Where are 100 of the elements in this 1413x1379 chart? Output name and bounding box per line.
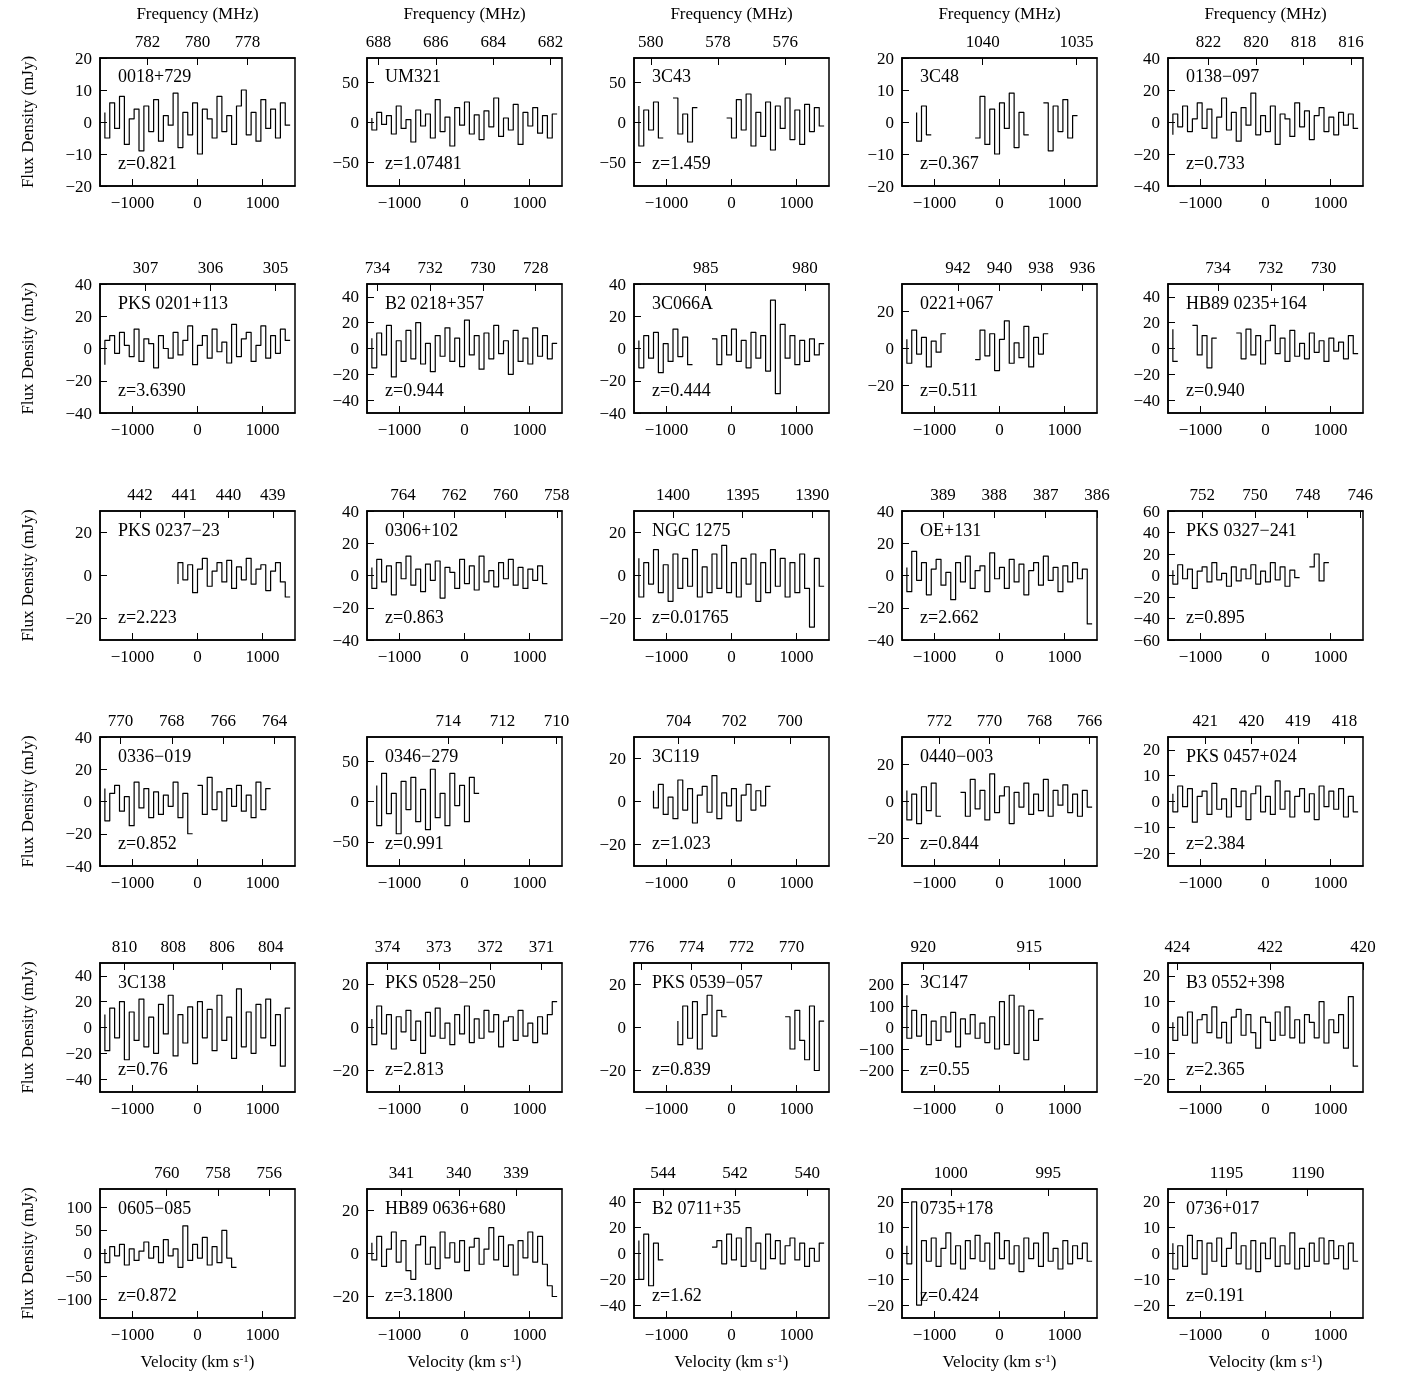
y-tick-label: 20 <box>877 533 894 553</box>
y-tick-label: −20 <box>1133 364 1160 384</box>
y-tick-label: −20 <box>867 375 894 395</box>
y-tick-label: 0 <box>350 112 359 132</box>
x-tick-label: −1000 <box>912 647 957 666</box>
x2-tick-label: 307 <box>132 258 159 277</box>
annotation: 0138−097 <box>1186 66 1260 86</box>
y-tick-label: 20 <box>609 749 626 768</box>
y-tick-label: 10 <box>75 80 92 100</box>
x-tick-label: 0 <box>995 647 1004 666</box>
annotation: 0346−279 <box>385 746 459 766</box>
annotation: OE+131 <box>920 520 982 540</box>
x2-tick-label: 1390 <box>795 485 830 504</box>
y-tick-label: 0 <box>83 339 92 358</box>
x2-tick-label: 808 <box>160 937 186 956</box>
x-tick-label: 1000 <box>1313 873 1348 892</box>
annotation: 0306+102 <box>385 520 459 540</box>
y-tick-label: 0 <box>350 339 359 358</box>
x-tick-label: 0 <box>1261 873 1270 892</box>
y-tick-label: −20 <box>65 1043 92 1063</box>
x-tick-label: 0 <box>995 1325 1004 1344</box>
x2-tick-label: 748 <box>1294 485 1321 504</box>
x2-tick-label: 730 <box>1310 258 1337 277</box>
x2-tick-label: 752 <box>1189 485 1216 504</box>
x-tick-label: −1000 <box>377 1325 422 1344</box>
x2-tick-label: 422 <box>1257 937 1283 956</box>
x2-tick-label: 764 <box>390 485 417 504</box>
y-tick-label: 0 <box>1151 792 1160 811</box>
annotation: z=0.76 <box>118 1059 168 1079</box>
x-tick-label: 1000 <box>1047 193 1082 212</box>
y-tick-label: −20 <box>867 598 894 618</box>
x2-tick-label: 776 <box>628 937 655 956</box>
y-tick-label: 100 <box>66 1197 92 1217</box>
y-tick-label: 20 <box>609 306 626 326</box>
y-tick-label: −20 <box>332 598 359 618</box>
x2-tick-label: 728 <box>522 258 549 277</box>
y-tick-label: 20 <box>342 313 359 333</box>
y-tick-label: −40 <box>65 856 92 876</box>
y-tick-label: 0 <box>1151 339 1160 358</box>
y-tick-label: −20 <box>599 1061 626 1080</box>
annotation: 3C066A <box>652 293 714 313</box>
y-tick-label: −20 <box>1133 843 1160 863</box>
x2-tick-label: 758 <box>205 1163 231 1182</box>
y-tick-label: 40 <box>75 966 92 986</box>
x2-tick-label: 762 <box>441 485 467 504</box>
y-tick-label: 10 <box>1143 992 1160 1012</box>
x-tick-label: 0 <box>193 193 202 212</box>
y-tick-label: 0 <box>1151 1018 1160 1037</box>
x2-tick-label: 940 <box>986 258 1013 277</box>
x2-tick-label: 305 <box>262 258 289 277</box>
annotation: z=2.384 <box>1186 833 1245 853</box>
x2-tick-label: 712 <box>489 711 516 730</box>
x-tick-label: −1000 <box>377 647 422 666</box>
y-tick-label: 10 <box>1143 1218 1160 1238</box>
y-tick-label: −40 <box>1133 176 1160 196</box>
annotation: z=2.662 <box>920 607 979 627</box>
annotation: z=0.55 <box>920 1059 970 1079</box>
y-tick-label: −40 <box>1133 609 1160 628</box>
x-tick-label: 1000 <box>1313 647 1348 666</box>
y-tick-label: −40 <box>599 1295 626 1315</box>
x2-tick-label: 768 <box>1026 711 1053 730</box>
y-tick-label: 0 <box>1151 112 1160 132</box>
x-tick-label: 1000 <box>1047 420 1082 439</box>
x-tick-label: −1000 <box>644 420 689 439</box>
y-tick-label: −20 <box>332 364 359 384</box>
x2-tick-label: 700 <box>777 711 803 730</box>
x2-tick-label: 766 <box>210 711 236 730</box>
y-tick-label: −20 <box>867 176 894 196</box>
y-tick-label: 0 <box>885 339 894 358</box>
y-tick-label: −10 <box>1133 817 1160 837</box>
y-tick-label: 20 <box>75 306 92 326</box>
y-tick-label: 0 <box>350 792 359 811</box>
y-tick-label: 50 <box>75 1220 92 1240</box>
x2-tick-label: 734 <box>1205 258 1232 277</box>
x2-tick-label: 542 <box>722 1163 748 1182</box>
annotation: z=0.367 <box>920 153 979 173</box>
x2-tick-label: 544 <box>650 1163 677 1182</box>
x2-tick-label: 820 <box>1243 32 1269 51</box>
x2-tick-label: 822 <box>1195 32 1222 51</box>
x2-tick-label: 772 <box>926 711 953 730</box>
x2-tick-label: 419 <box>1285 711 1311 730</box>
y-tick-label: 0 <box>885 792 894 811</box>
y-tick-label: 0 <box>617 792 626 811</box>
y-tick-label: 0 <box>617 1018 626 1037</box>
y-tick-label: 0 <box>885 1018 894 1037</box>
x2-axis-title: Frequency (MHz) <box>403 4 526 23</box>
y-tick-label: −20 <box>65 371 92 391</box>
annotation: PKS 0237−23 <box>118 520 220 540</box>
y-tick-label: 100 <box>868 996 894 1016</box>
y-tick-label: 20 <box>609 523 626 542</box>
x-tick-label: 1000 <box>1313 1099 1348 1118</box>
x-tick-label: 0 <box>460 1325 469 1344</box>
x2-tick-label: 387 <box>1032 485 1059 504</box>
x2-tick-label: 372 <box>477 937 503 956</box>
x2-tick-label: 1000 <box>933 1163 968 1182</box>
x-tick-label: −1000 <box>110 1099 155 1118</box>
x-tick-label: −1000 <box>912 193 957 212</box>
y-tick-label: 0 <box>350 1244 359 1263</box>
x2-tick-label: 682 <box>537 32 564 51</box>
y-tick-label: −50 <box>332 152 359 172</box>
